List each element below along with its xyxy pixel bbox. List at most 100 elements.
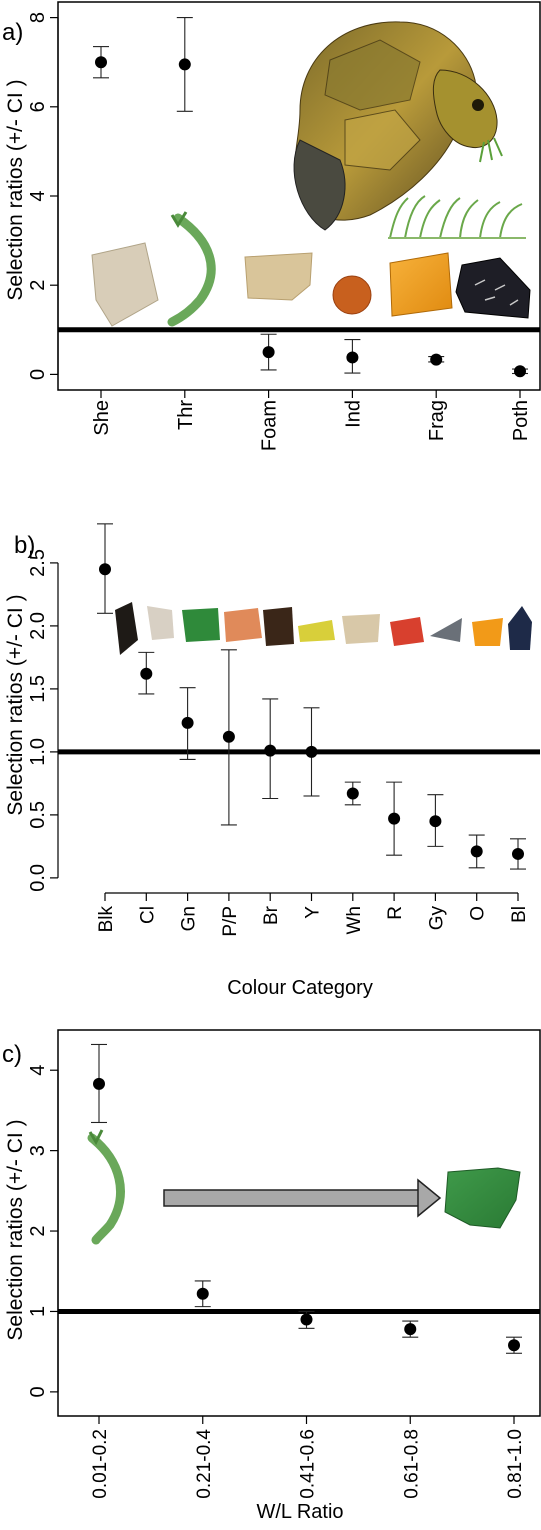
panel-a-y-tick-label: 6	[27, 101, 49, 112]
other-plastic-photo	[455, 257, 531, 319]
panel-b-x-tick-label: Gy	[426, 906, 447, 931]
panel-b-y-tick-label: 1.5	[27, 675, 49, 703]
panel-c-x-axis-label: W/L Ratio	[256, 1501, 343, 1523]
panel-c-y-tick-label: 4	[27, 1065, 49, 1076]
industrial-pellet-photo	[332, 275, 372, 315]
panel-b-y-tick-label: 0.5	[27, 801, 49, 829]
panel-b-data-point	[346, 787, 359, 800]
panel-a-x-tick-label: Poth	[510, 400, 532, 441]
panel-b-y-ticks: 0.0 0.5 1.0 1.5 2.0 2.5	[27, 549, 59, 892]
panel-b-y-tick-label: 2.0	[27, 612, 49, 640]
panel-c-selection-by-wl-ratio: c) Selection ratios (+/- CI ) W/L Ratio …	[2, 1029, 541, 1523]
panel-b-x-tick-label: Wh	[344, 906, 365, 935]
swatch-clear	[147, 606, 174, 640]
panel-c-data-point	[196, 1287, 209, 1300]
panel-b-y-tick-label: 2.5	[27, 549, 49, 577]
panel-b-data-point	[99, 563, 111, 576]
foam-plastic-photo	[244, 252, 313, 301]
panel-b-selection-by-colour: b) Selection ratios (+/- CI ) Colour Cat…	[4, 523, 540, 999]
panel-c-data-points	[91, 1043, 522, 1354]
fragment-plastic-photo	[389, 252, 453, 317]
panel-a-data-point	[262, 346, 275, 359]
thread-plastic-photo	[167, 211, 216, 327]
panel-b-data-points	[97, 523, 526, 870]
panel-b-x-tick-label: Gn	[179, 906, 200, 931]
panel-b-x-tick-label: R	[385, 906, 406, 920]
panel-a-y-tick-label: 0	[27, 369, 49, 380]
panel-a-data-point	[430, 353, 443, 366]
panel-a-x-tick-label: Frag	[426, 400, 448, 441]
panel-a-data-point	[178, 58, 191, 71]
panel-a-x-ticks: She Thr Foam Ind Frag Poth	[91, 390, 532, 451]
swatch-red	[390, 617, 424, 646]
panel-c-x-tick-label: 0.21-0.4	[194, 1429, 215, 1499]
panel-b-x-tick-label: Bl	[509, 906, 530, 923]
panel-b-data-point	[388, 812, 401, 825]
swatch-blue	[508, 606, 532, 650]
panel-c-y-ticks: 0 1 2 3 4	[27, 1065, 59, 1397]
panel-a-label: a)	[2, 19, 23, 46]
panel-a-y-axis-label: Selection ratios (+/- CI )	[4, 79, 27, 300]
sheet-plastic-photo-c	[444, 1167, 521, 1229]
panel-b-data-point	[470, 845, 483, 858]
panel-b-x-tick-label: Cl	[137, 906, 158, 924]
panel-a-data-point	[514, 365, 526, 378]
panel-b-x-tick-label: P/P	[220, 906, 241, 937]
panel-a-y-tick-label: 8	[27, 12, 49, 23]
swatch-black	[115, 602, 138, 655]
panel-b-x-axis-label: Colour Category	[227, 977, 373, 999]
swatch-orange	[472, 618, 503, 646]
panel-c-label: c)	[2, 1041, 22, 1068]
colour-swatches	[115, 602, 532, 655]
panel-c-y-tick-label: 0	[27, 1386, 49, 1397]
panel-a-x-tick-label: Thr	[175, 400, 197, 430]
swatch-pink	[224, 608, 262, 642]
panel-c-data-point	[404, 1323, 417, 1336]
panel-b-y-axis-label: Selection ratios (+/- CI )	[4, 594, 27, 815]
panel-a-data-point	[346, 351, 359, 364]
panel-c-y-tick-label: 3	[27, 1145, 49, 1156]
panel-b-data-point	[264, 744, 277, 757]
panel-b-x-tick-label: Y	[303, 906, 324, 919]
thread-plastic-photo-c	[87, 1129, 125, 1245]
panel-c-data-point	[93, 1077, 105, 1090]
panel-c-x-tick-label: 0.41-0.6	[298, 1429, 319, 1499]
panel-a-x-tick-label: Ind	[342, 400, 364, 428]
seagrass-illustration	[388, 195, 526, 239]
panel-a-y-ticks: 0 2 4 6 8	[27, 12, 59, 380]
panel-a-data-points	[93, 17, 528, 378]
swatch-green	[182, 608, 220, 642]
panel-c-y-axis-label: Selection ratios (+/- CI )	[4, 1119, 27, 1340]
panel-a-selection-by-type: a) Selection ratios (+/- CI )	[2, 1, 541, 451]
shape-transition-arrow	[163, 1178, 442, 1218]
turtle-illustration	[293, 21, 503, 231]
panel-b-data-point	[305, 745, 318, 758]
panel-b-data-point	[429, 815, 442, 828]
panel-c-data-point	[508, 1339, 520, 1352]
sheet-plastic-photo	[91, 242, 159, 327]
panel-a-x-tick-label: Foam	[259, 400, 281, 451]
panel-b-data-point	[140, 667, 153, 680]
panel-a-y-tick-label: 2	[27, 280, 49, 291]
panel-b-x-tick-label: O	[468, 906, 489, 921]
panel-c-x-tick-label: 0.01-0.2	[90, 1429, 111, 1499]
panel-b-x-tick-label: Blk	[96, 906, 117, 933]
panel-a-data-point	[95, 56, 107, 69]
panel-c-x-tick-label: 0.81-1.0	[505, 1429, 526, 1499]
panel-b-x-ticks: Blk Cl Gn P/P Br Y Wh R Gy O Bl	[96, 892, 530, 937]
panel-b-data-point	[181, 716, 194, 729]
panel-c-y-tick-label: 1	[27, 1306, 49, 1317]
swatch-brown	[263, 607, 294, 646]
panel-b-x-tick-label: Br	[261, 905, 282, 925]
panel-b-label: b)	[14, 532, 35, 559]
panel-c-x-tick-label: 0.61-0.8	[401, 1429, 422, 1499]
swatch-yellow	[298, 620, 335, 642]
panel-a-y-tick-label: 4	[27, 190, 49, 201]
panel-b-y-tick-label: 1.0	[27, 738, 49, 766]
swatch-grey	[430, 618, 462, 642]
panel-c-data-point	[300, 1313, 313, 1326]
panel-b-data-point	[222, 730, 235, 743]
swatch-white	[342, 614, 380, 644]
panel-b-y-tick-label: 0.0	[27, 864, 49, 892]
